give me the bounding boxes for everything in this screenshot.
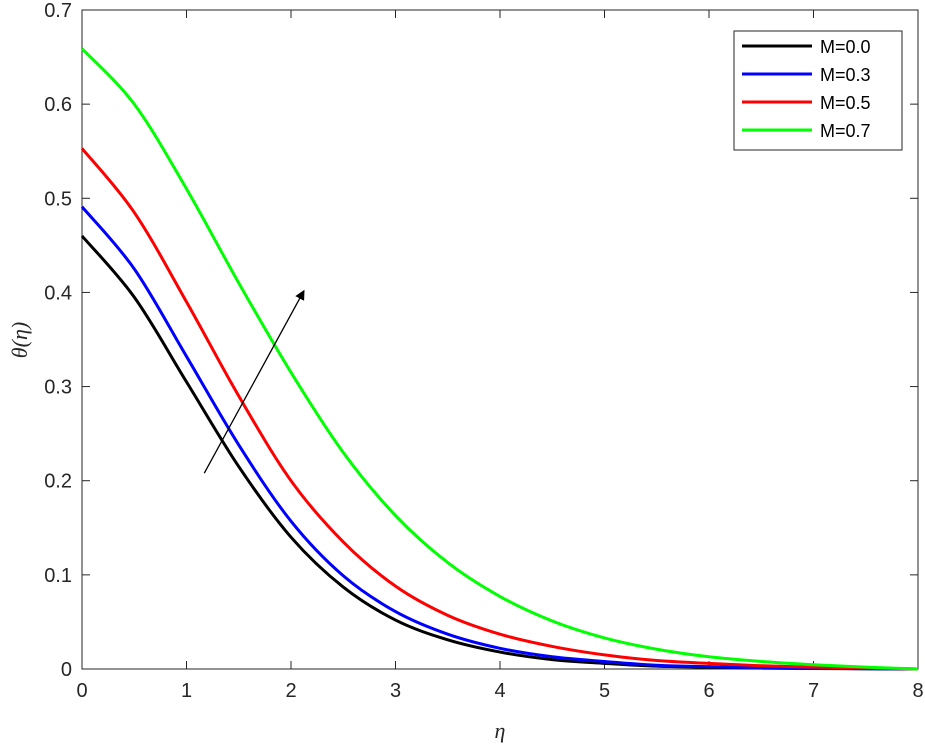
y-tick-label: 0.7 xyxy=(44,0,72,22)
y-tick-label: 0.5 xyxy=(44,188,72,210)
legend-label: M=0.0 xyxy=(820,37,871,57)
x-axis-label: η xyxy=(495,718,506,743)
series-line-3 xyxy=(80,47,919,671)
annotation-group xyxy=(203,289,305,474)
y-axis-label: θ(η) xyxy=(7,322,32,358)
x-tick-label: 6 xyxy=(703,680,714,702)
y-ticks: 0 0.1 0.2 0.3 0.4 0.5 0.6 0.7 xyxy=(44,0,918,681)
x-tick-label: 8 xyxy=(912,680,923,702)
y-tick-label: 0.3 xyxy=(44,377,72,399)
y-tick-label: 0.2 xyxy=(44,471,72,493)
legend-label: M=0.3 xyxy=(820,65,871,85)
series-group xyxy=(80,47,919,671)
legend-box xyxy=(733,30,903,151)
trend-arrow xyxy=(203,289,305,474)
y-tick-label: 0.6 xyxy=(44,94,72,116)
legend-label: M=0.7 xyxy=(820,121,871,141)
x-ticks: 0 1 2 3 4 5 6 7 8 xyxy=(76,10,924,702)
x-tick-label: 3 xyxy=(390,680,401,702)
legend-label: M=0.5 xyxy=(820,93,871,113)
x-tick-label: 0 xyxy=(76,680,87,702)
y-tick-label: 0.1 xyxy=(44,565,72,587)
x-tick-label: 1 xyxy=(181,680,192,702)
series-line-2 xyxy=(80,147,919,671)
y-tick-label: 0.4 xyxy=(44,282,72,304)
x-tick-label: 4 xyxy=(494,680,505,702)
x-tick-label: 7 xyxy=(808,680,819,702)
x-tick-label: 2 xyxy=(285,680,296,702)
legend: M=0.0 M=0.3 M=0.5 M=0.7 xyxy=(733,30,903,151)
y-tick-label: 0 xyxy=(61,659,72,681)
series-line-1 xyxy=(80,205,919,671)
x-tick-label: 5 xyxy=(599,680,610,702)
